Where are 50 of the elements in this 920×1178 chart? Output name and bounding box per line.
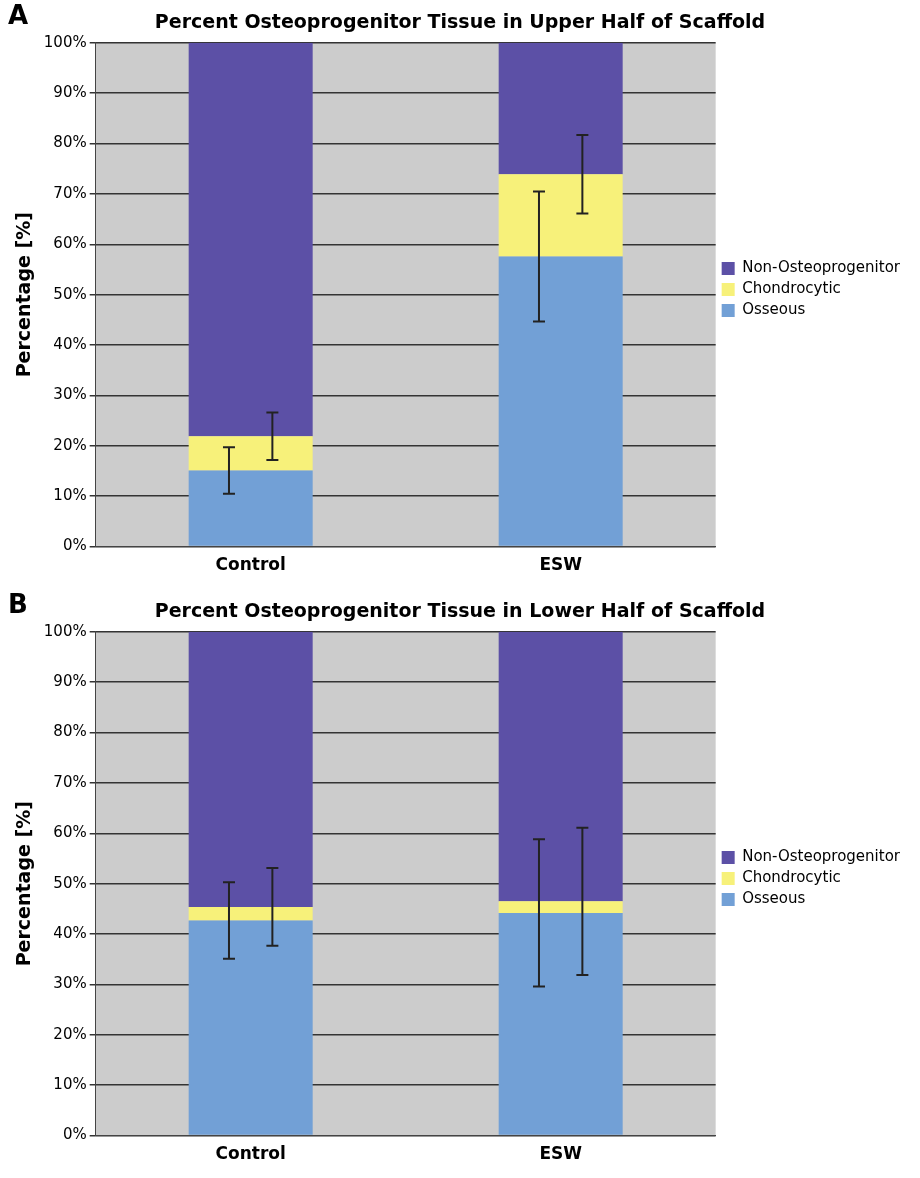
y-tick-label: 40% bbox=[53, 334, 87, 353]
y-tick-label: 40% bbox=[53, 923, 87, 942]
bar bbox=[498, 42, 623, 175]
bar bbox=[188, 631, 313, 907]
bar bbox=[498, 256, 623, 546]
y-tick-label: 10% bbox=[53, 486, 87, 505]
legend-label: Chondrocytic bbox=[742, 279, 841, 298]
bar bbox=[498, 912, 623, 1135]
x-tick-label: Control bbox=[215, 1143, 286, 1164]
chart-title: Percent Osteoprogenitor Tissue in Upper Half of Scaffold bbox=[154, 10, 766, 33]
text: B bbox=[8, 588, 28, 619]
y-tick-label: 60% bbox=[53, 234, 87, 253]
y-tick-label: 0% bbox=[62, 1125, 87, 1144]
bar bbox=[498, 631, 623, 902]
x-tick-label: ESW bbox=[539, 1143, 583, 1164]
y-tick-label: 30% bbox=[53, 974, 87, 993]
bar bbox=[188, 436, 313, 471]
y-tick-label: 90% bbox=[53, 83, 87, 102]
y-tick-label: 90% bbox=[53, 672, 87, 691]
y-tick-label: 0% bbox=[62, 536, 87, 555]
text: A bbox=[8, 0, 29, 30]
y-tick-label: 50% bbox=[53, 873, 87, 892]
y-tick-label: 60% bbox=[53, 823, 87, 842]
legend-label: Non-Osteoprogenitor bbox=[742, 258, 901, 277]
y-tick-label: 30% bbox=[53, 385, 87, 404]
x-tick-label: Control bbox=[215, 554, 286, 575]
y-tick-label: 80% bbox=[53, 133, 87, 152]
y-tick-label: 100% bbox=[43, 32, 87, 51]
bar bbox=[498, 901, 623, 913]
y-tick-label: 10% bbox=[53, 1075, 87, 1094]
y-tick-label: 70% bbox=[53, 183, 87, 202]
y-tick-label: 80% bbox=[53, 722, 87, 741]
bar bbox=[188, 906, 313, 921]
y-axis-title: Percentage [%] bbox=[12, 212, 35, 378]
bar bbox=[498, 174, 623, 257]
y-tick-label: 70% bbox=[53, 772, 87, 791]
bar bbox=[188, 920, 313, 1135]
y-tick-label: 50% bbox=[53, 284, 87, 303]
y-tick-label: 20% bbox=[53, 435, 87, 454]
bar bbox=[188, 470, 313, 546]
y-tick-label: 100% bbox=[43, 621, 87, 640]
legend-label: Osseous bbox=[742, 300, 806, 319]
legend-label: Osseous bbox=[742, 889, 806, 908]
chart-title: Percent Osteoprogenitor Tissue in Lower Half of Scaffold bbox=[154, 599, 766, 622]
x-tick-label: ESW bbox=[539, 554, 583, 575]
legend-label: Chondrocytic bbox=[742, 868, 841, 887]
y-axis-title: Percentage [%] bbox=[12, 801, 35, 967]
legend-label: Non-Osteoprogenitor bbox=[742, 847, 901, 866]
y-tick-label: 20% bbox=[53, 1024, 87, 1043]
bar bbox=[188, 42, 313, 437]
